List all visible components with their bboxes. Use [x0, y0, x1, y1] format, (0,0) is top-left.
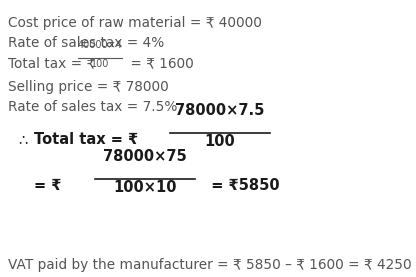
Text: Cost price of raw material = ₹ 40000: Cost price of raw material = ₹ 40000 [8, 16, 262, 30]
Text: 78000×7.5: 78000×7.5 [175, 103, 265, 118]
Text: 40000×4: 40000×4 [77, 40, 122, 50]
Text: 100: 100 [91, 59, 109, 69]
Text: Rate of sales tax = 4%: Rate of sales tax = 4% [8, 36, 164, 50]
Text: 100: 100 [205, 134, 235, 149]
Text: Total tax = ₹: Total tax = ₹ [8, 56, 99, 70]
Text: VAT paid by the manufacturer = ₹ 5850 – ₹ 1600 = ₹ 4250: VAT paid by the manufacturer = ₹ 5850 – … [8, 258, 411, 272]
Text: = ₹5850: = ₹5850 [201, 178, 280, 193]
Text: = ₹: = ₹ [34, 178, 62, 193]
Text: ∴: ∴ [18, 132, 27, 147]
Text: 78000×75: 78000×75 [103, 149, 187, 164]
Text: Selling price = ₹ 78000: Selling price = ₹ 78000 [8, 80, 169, 94]
Text: Total tax = ₹: Total tax = ₹ [34, 132, 138, 147]
Text: = ₹ 1600: = ₹ 1600 [126, 56, 194, 70]
Text: 100×10: 100×10 [113, 180, 177, 195]
Text: Rate of sales tax = 7.5%: Rate of sales tax = 7.5% [8, 100, 177, 114]
